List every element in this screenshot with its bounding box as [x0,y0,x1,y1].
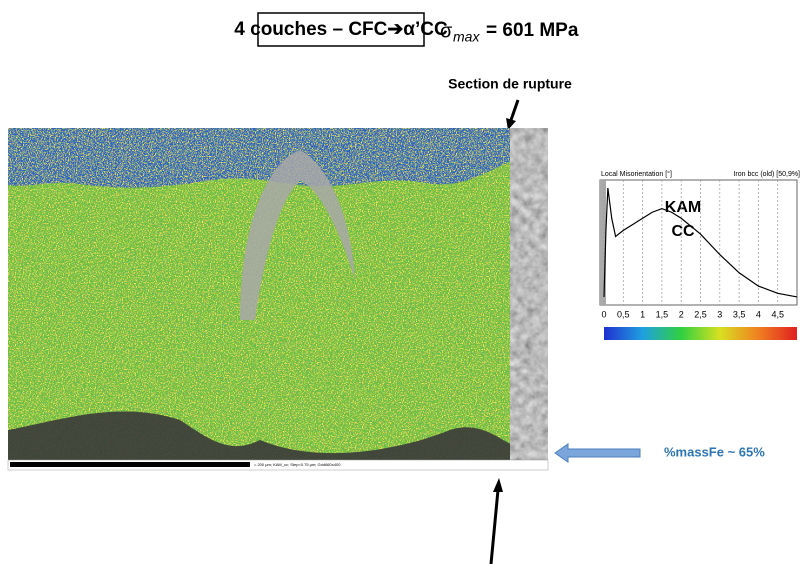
x-tick-label: 4,5 [771,309,784,319]
stress-subscript: max [453,29,480,45]
arrow-line [509,99,520,121]
x-tick-label: 1 [640,309,645,319]
arrow-head [493,478,503,492]
x-tick-label: 2 [679,309,684,319]
x-tick-label: 4 [756,309,761,319]
inset-frame [599,179,798,306]
title-box [257,12,425,47]
x-tick-label: 3 [717,309,722,319]
x-tick-label: 0 [601,309,606,319]
stress-symbol: σ [440,20,453,42]
rupture-label: Section de rupture [448,76,572,92]
composition-label: %massFe ~ 65% [664,444,765,459]
x-tick-label: 2,5 [694,309,707,319]
arrow-head [506,118,516,130]
x-tick-label: 0,5 [617,309,630,319]
inset-title: Local Misorientation [°] [601,170,672,178]
inset-label: KAM [665,199,701,216]
composition-arrow [554,443,641,463]
x-tick-label: 3,5 [733,309,746,319]
inset-subtitle: Iron bcc (old) [50,9%] [733,171,800,178]
scale-bar [10,462,250,467]
inset-label: CC [671,223,695,240]
inset-band [600,180,606,305]
scale-text: = 200 µm; KAM_cc; Step=0.75 µm; Grid660x… [254,462,341,467]
x-tick-label: 1,5 [656,309,669,319]
stress-value: = 601 MPa [486,20,579,41]
title: 4 couches – CFC➔α’CC [234,19,448,40]
arrow-line [489,489,500,564]
ebsd-map [8,128,548,460]
color-bar [604,327,797,340]
scale-strip [7,459,549,471]
kam-curve [603,187,798,298]
